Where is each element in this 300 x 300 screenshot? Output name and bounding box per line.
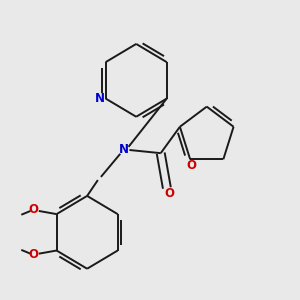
Text: O: O: [164, 187, 174, 200]
Text: O: O: [28, 248, 39, 261]
Text: O: O: [28, 203, 39, 217]
Text: N: N: [119, 143, 129, 157]
Text: N: N: [95, 92, 105, 105]
Text: O: O: [187, 158, 197, 172]
